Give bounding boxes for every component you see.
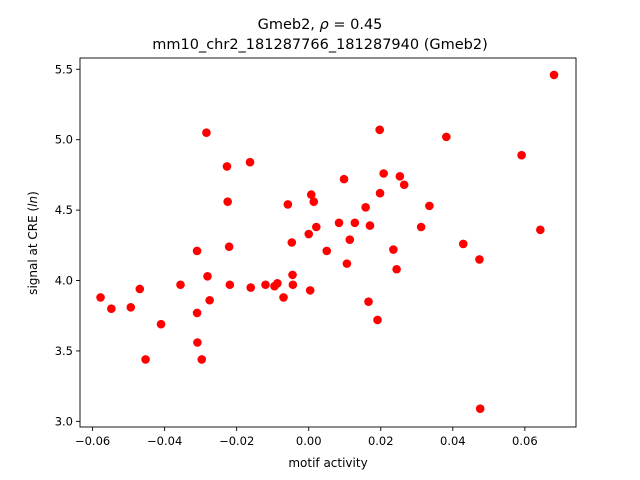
data-point-45 bbox=[379, 169, 388, 178]
data-point-49 bbox=[399, 180, 409, 190]
data-point-26 bbox=[288, 270, 297, 280]
data-point-17 bbox=[225, 280, 235, 290]
y-axis-label-unit: ln bbox=[26, 196, 40, 207]
chart-title-line1: Gmeb2, ρ = 0.45 bbox=[258, 17, 383, 33]
x-tick-label-2: −0.02 bbox=[219, 434, 254, 448]
data-point-32 bbox=[311, 222, 321, 232]
y-tick-label-0: 3.0 bbox=[55, 414, 73, 428]
y-axis-label-suffix: ) bbox=[26, 191, 40, 196]
title-prefix: Gmeb2, bbox=[258, 17, 320, 33]
y-tick-label-1: 3.5 bbox=[55, 344, 73, 358]
data-point-8 bbox=[192, 308, 202, 318]
data-point-25 bbox=[287, 238, 297, 247]
y-tick-label-4: 5.0 bbox=[55, 133, 73, 147]
data-point-22 bbox=[273, 279, 282, 288]
data-point-1 bbox=[107, 304, 116, 313]
data-point-37 bbox=[345, 235, 355, 244]
x-axis-ticks: −0.06 −0.04 −0.02 0.00 0.02 0.04 0.06 bbox=[75, 427, 538, 448]
y-tick-label-5: 5.5 bbox=[55, 62, 73, 76]
data-point-51 bbox=[425, 201, 434, 211]
data-point-44 bbox=[375, 188, 385, 198]
data-point-39 bbox=[361, 202, 370, 212]
data-point-5 bbox=[156, 319, 166, 329]
data-point-10 bbox=[197, 355, 207, 364]
data-point-31 bbox=[309, 197, 319, 206]
data-point-50 bbox=[416, 222, 426, 232]
x-axis-label: motif activity bbox=[288, 456, 367, 470]
data-point-15 bbox=[223, 197, 232, 206]
x-tick-label-5: 0.04 bbox=[440, 434, 466, 448]
data-point-35 bbox=[339, 174, 349, 184]
data-point-57 bbox=[536, 225, 545, 235]
data-point-47 bbox=[392, 264, 401, 274]
y-tick-label-3: 4.5 bbox=[55, 203, 73, 217]
data-point-12 bbox=[203, 272, 212, 281]
title-rho-symbol: ρ bbox=[320, 17, 330, 33]
y-tick-label-2: 4.0 bbox=[55, 274, 73, 288]
plot-area bbox=[79, 57, 577, 428]
data-point-27 bbox=[288, 280, 298, 290]
data-point-20 bbox=[261, 280, 270, 290]
data-point-19 bbox=[246, 283, 256, 292]
data-point-33 bbox=[322, 246, 332, 256]
data-point-18 bbox=[245, 157, 255, 167]
data-point-2 bbox=[126, 302, 136, 312]
axes-frame bbox=[79, 57, 577, 428]
data-point-34 bbox=[334, 218, 344, 228]
data-point-56 bbox=[517, 150, 526, 160]
data-point-23 bbox=[279, 293, 288, 302]
data-point-28 bbox=[304, 229, 314, 239]
data-point-41 bbox=[365, 221, 375, 230]
data-point-3 bbox=[135, 284, 145, 294]
data-point-38 bbox=[350, 218, 360, 228]
data-point-0 bbox=[96, 293, 105, 302]
data-point-29 bbox=[305, 286, 315, 295]
data-point-11 bbox=[202, 128, 211, 137]
x-tick-label-6: 0.06 bbox=[512, 434, 538, 448]
y-axis-ticks: 3.0 3.5 4.0 4.5 5.0 5.5 bbox=[55, 62, 80, 428]
data-point-54 bbox=[475, 255, 484, 264]
x-tick-label-1: −0.04 bbox=[147, 434, 182, 448]
data-point-30 bbox=[306, 190, 316, 199]
x-tick-label-0: −0.06 bbox=[75, 434, 110, 448]
x-tick-label-4: 0.02 bbox=[368, 434, 394, 448]
data-point-13 bbox=[205, 295, 214, 305]
data-point-43 bbox=[375, 125, 384, 135]
data-point-4 bbox=[141, 355, 150, 364]
data-point-55 bbox=[475, 404, 485, 413]
data-point-48 bbox=[395, 172, 405, 181]
data-points bbox=[96, 70, 559, 413]
data-point-7 bbox=[192, 246, 202, 256]
data-point-46 bbox=[389, 245, 398, 254]
data-point-40 bbox=[364, 297, 373, 306]
data-point-16 bbox=[224, 242, 234, 252]
data-point-6 bbox=[176, 280, 185, 290]
y-axis-label: signal at CRE (ln) bbox=[26, 191, 40, 295]
chart-title-line2: mm10_chr2_181287766_181287940 (Gmeb2) bbox=[152, 37, 488, 53]
y-axis-label-prefix: signal at CRE ( bbox=[26, 207, 40, 295]
x-tick-label-3: 0.00 bbox=[296, 434, 322, 448]
data-point-42 bbox=[373, 315, 382, 325]
data-point-14 bbox=[222, 162, 232, 171]
data-point-9 bbox=[193, 338, 202, 347]
data-point-52 bbox=[442, 132, 451, 142]
data-point-24 bbox=[283, 200, 293, 209]
data-point-58 bbox=[549, 70, 559, 80]
title-rho-value: = 0.45 bbox=[329, 17, 383, 33]
data-point-36 bbox=[342, 259, 352, 268]
data-point-53 bbox=[458, 239, 468, 249]
